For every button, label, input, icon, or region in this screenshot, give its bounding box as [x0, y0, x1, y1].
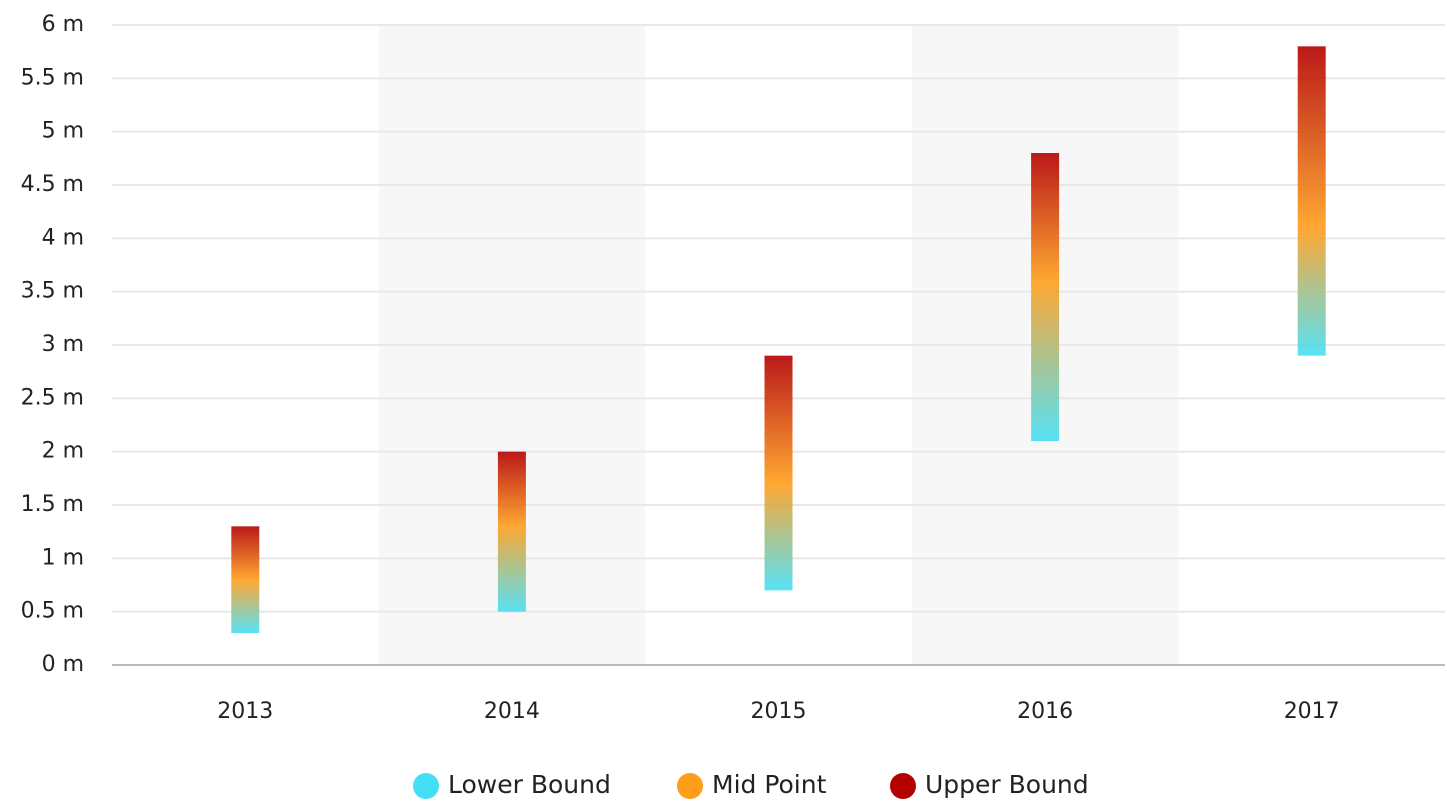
x-tick-label: 2016: [1017, 699, 1073, 724]
y-tick-label: 4.5 m: [21, 172, 84, 197]
y-tick-label: 3 m: [42, 332, 84, 357]
y-tick-label: 2 m: [42, 439, 84, 464]
y-tick-label: 4 m: [42, 225, 84, 250]
x-tick-label: 2014: [484, 699, 540, 724]
y-tick-label: 5.5 m: [21, 65, 84, 90]
x-tick-label: 2013: [217, 699, 273, 724]
range-bar: [764, 355, 793, 591]
y-tick-label: 0 m: [42, 652, 84, 677]
legend-marker: [677, 773, 703, 799]
legend-marker: [413, 773, 439, 799]
y-tick-label: 5 m: [42, 119, 84, 144]
legend-label: Mid Point: [712, 770, 827, 799]
x-tick-label: 2017: [1284, 699, 1340, 724]
legend-label: Upper Bound: [925, 770, 1089, 799]
x-tick-label: 2015: [751, 699, 807, 724]
legend-label: Lower Bound: [448, 770, 611, 799]
y-tick-label: 2.5 m: [21, 385, 84, 410]
y-tick-label: 0.5 m: [21, 599, 84, 624]
y-tick-label: 1 m: [42, 545, 84, 570]
y-tick-label: 6 m: [42, 12, 84, 37]
range-bar: [1297, 46, 1326, 356]
y-tick-label: 3.5 m: [21, 279, 84, 304]
range-bar: [1031, 153, 1060, 441]
range-bar: [231, 526, 260, 633]
y-tick-label: 1.5 m: [21, 492, 84, 517]
range-bar: [497, 451, 526, 612]
legend-marker: [890, 773, 916, 799]
